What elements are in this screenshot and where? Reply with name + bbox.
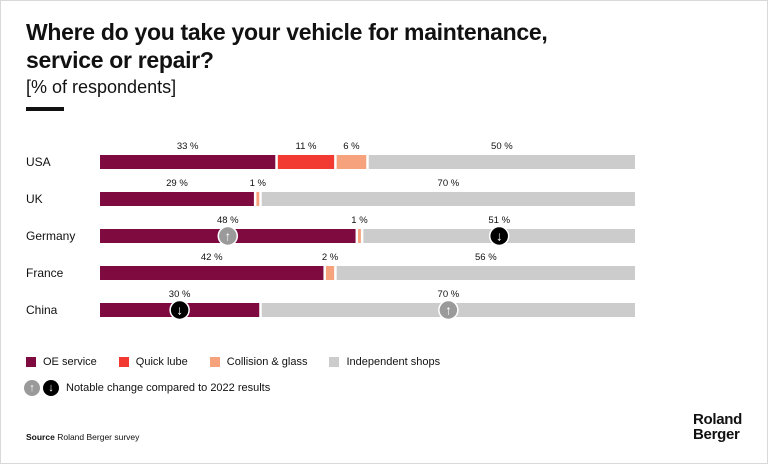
category-label-china: China (26, 303, 58, 317)
data-label-usa-collision-glass: 6 % (343, 141, 360, 152)
category-label-france: France (26, 266, 64, 280)
bar-uk-collision-glass (256, 192, 260, 206)
arrow-down-marker-china (169, 299, 190, 321)
data-label-uk-oe-service: 29 % (166, 178, 188, 189)
legend-label: Collision & glass (226, 356, 308, 368)
arrow-up-icon: ↑ (445, 303, 452, 318)
legend-swatch (209, 357, 220, 367)
legend-swatch (329, 357, 340, 367)
source-text: Roland Berger survey (57, 432, 140, 442)
bar-france-independent-shops (336, 266, 635, 280)
legend-swatch (118, 357, 129, 367)
bar-uk-oe-service (100, 192, 254, 206)
data-label-germany-collision-glass: 1 % (351, 215, 368, 226)
change-note-text: Notable change compared to 2022 results (66, 382, 271, 394)
legend-item-quick-lube: Quick lube (118, 356, 188, 368)
title-rule (26, 107, 64, 111)
arrow-up-icon: ↑ (24, 380, 40, 396)
data-label-usa-quick-lube: 11 % (295, 141, 317, 152)
category-label-germany: Germany (26, 229, 75, 243)
arrow-up-marker-germany (217, 225, 239, 247)
data-label-germany-independent-shops: 51 % (488, 215, 510, 226)
roland-berger-logo: Roland Berger (693, 412, 742, 442)
bar-usa-independent-shops (368, 155, 635, 169)
legend-label: OE service (43, 356, 97, 368)
arrow-down-icon: ↓ (176, 303, 183, 318)
legend-item-independent-shops: Independent shops (329, 356, 440, 368)
legend-label: Independent shops (346, 356, 441, 368)
bar-germany-collision-glass (358, 229, 361, 243)
arrow-up-icon: ↑ (225, 229, 232, 244)
bar-usa-oe-service (100, 155, 276, 169)
data-label-france-oe-service: 42 % (201, 252, 223, 263)
legend-swatch (26, 357, 36, 367)
data-label-france-independent-shops: 56 % (475, 252, 497, 263)
source-label: Source (26, 432, 55, 442)
legend-item-oe-service: OE service (26, 356, 97, 368)
arrow-down-marker-germany (488, 225, 510, 247)
bar-usa-quick-lube (277, 155, 335, 169)
bar-uk-independent-shops (261, 192, 635, 206)
arrow-up-marker-china (438, 299, 459, 321)
legend-label: Quick lube (135, 356, 188, 368)
logo-line-2: Berger (693, 426, 740, 443)
data-label-france-collision-glass: 2 % (322, 252, 339, 263)
bar-usa-collision-glass (336, 155, 367, 169)
chart-subtitle: [% of respondents] (26, 77, 177, 97)
category-label-uk: UK (26, 192, 43, 206)
change-note: ↑ ↓ Notable change compared to 2022 resu… (24, 380, 270, 396)
data-label-usa-independent-shops: 50 % (491, 141, 513, 152)
category-label-usa: USA (26, 155, 51, 169)
arrow-down-icon: ↓ (496, 229, 503, 244)
legend-item-collision-glass: Collision & glass (209, 356, 308, 368)
arrow-down-icon: ↓ (43, 380, 59, 396)
data-label-uk-collision-glass: 1 % (250, 178, 267, 189)
logo-line-1: Roland (693, 411, 743, 428)
stacked-bar-chart: USA 33 % 11 % 6 % 50 % UK 29 % 1 % 70 % Germany 48… (26, 141, 635, 321)
data-label-china-independent-shops: 70 % (438, 289, 460, 300)
source-note: Source Roland Berger survey (26, 432, 139, 442)
chart-title: Where do you take your vehicle for maint… (26, 19, 548, 73)
data-label-uk-independent-shops: 70 % (438, 178, 460, 189)
data-label-china-oe-service: 30 % (169, 289, 191, 300)
data-label-germany-oe-service: 48 % (217, 215, 239, 226)
bar-france-collision-glass (325, 266, 335, 280)
legend: OE service Quick lube Collision & glass … (26, 356, 462, 368)
bar-france-oe-service (100, 266, 324, 280)
data-label-usa-oe-service: 33 % (177, 141, 199, 152)
